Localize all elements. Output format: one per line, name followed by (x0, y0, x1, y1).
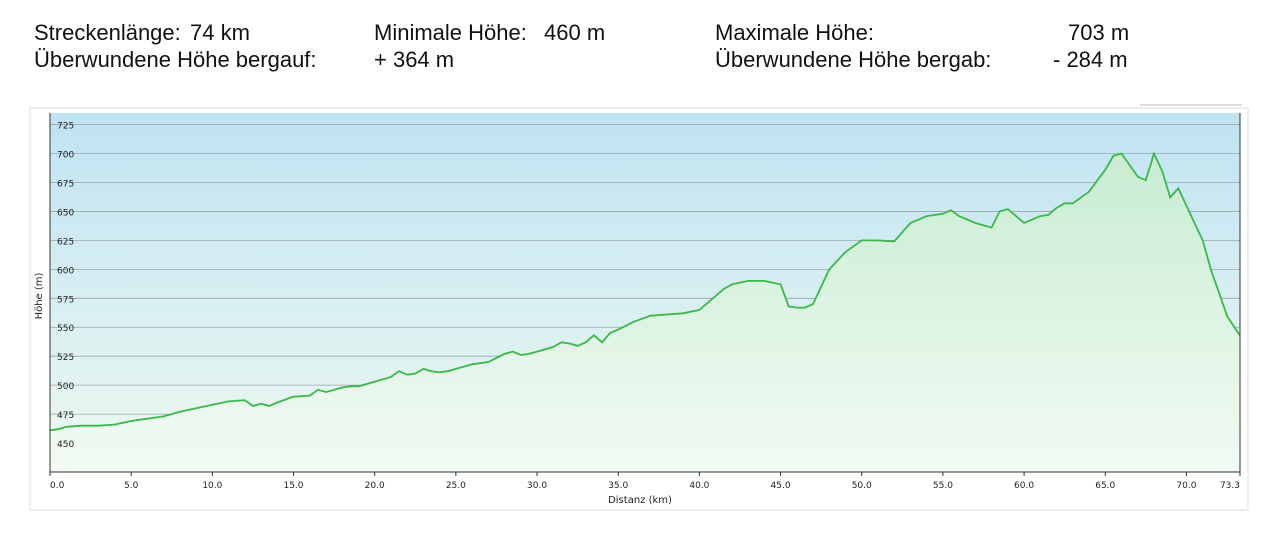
x-tick-label: 5.0 (124, 481, 139, 491)
length-label: Streckenlänge: (34, 20, 181, 45)
y-tick-label: 500 (57, 382, 74, 392)
y-tick-label: 600 (57, 266, 74, 276)
x-tick-label: 30.0 (527, 481, 547, 491)
y-tick-label: 575 (57, 295, 74, 305)
min-height-label: Minimale Höhe: (374, 20, 527, 45)
descent-label: Überwundene Höhe bergab: (715, 47, 992, 72)
x-tick-label: 73.3 (1220, 481, 1240, 491)
y-tick-label: 450 (57, 440, 74, 450)
y-tick-label: 650 (57, 208, 74, 218)
x-tick-label: 35.0 (608, 481, 628, 491)
y-tick-labels: 450 475 500 525 550 575 600 625 650 675 700 725 (57, 122, 74, 450)
y-tick-label: 700 (57, 151, 74, 161)
max-height-label: Maximale Höhe: (715, 20, 874, 45)
length-value: 74 km (190, 20, 250, 45)
min-height-value: 460 m (544, 20, 606, 45)
y-tick-label: 550 (57, 324, 74, 334)
x-tick-label: 10.0 (202, 481, 222, 491)
x-tick-label: 15.0 (283, 481, 303, 491)
x-tick-label: 45.0 (771, 481, 791, 491)
x-tick-label: 70.0 (1176, 481, 1196, 491)
x-tick-label: 0.0 (50, 481, 65, 491)
max-height-value: 703 m (1068, 20, 1130, 45)
y-tick-label: 625 (57, 237, 74, 247)
y-tick-label: 725 (57, 122, 74, 132)
x-tick-label: 25.0 (446, 481, 466, 491)
y-axis-label: Höhe (m) (34, 272, 45, 319)
ascent-value: + 364 m (374, 47, 455, 72)
y-tick-label: 675 (57, 179, 74, 189)
x-tick-label: 65.0 (1095, 481, 1115, 491)
x-tick-label: 20.0 (365, 481, 385, 491)
y-tick-label: 475 (57, 411, 74, 421)
y-tick-label: 525 (57, 353, 74, 363)
x-tick-label: 55.0 (933, 481, 953, 491)
elevation-line (49, 150, 1241, 432)
x-tick-label: 50.0 (852, 481, 872, 491)
axes (49, 113, 1241, 473)
x-tick-label: 60.0 (1014, 481, 1034, 491)
elevation-area (50, 153, 1240, 472)
ascent-label: Überwundene Höhe bergauf: (34, 47, 317, 72)
x-tick-label: 40.0 (689, 481, 709, 491)
x-axis-label: Distanz (km) (608, 495, 672, 506)
route-stats: Streckenlänge: 74 km Minimale Höhe: 460 … (0, 0, 1280, 80)
x-tick-labels: 0.0 5.0 10.0 15.0 20.0 25.0 30.0 35.0 40.0 45.0 50… (49, 472, 1241, 491)
descent-value: - 284 m (1053, 47, 1128, 72)
